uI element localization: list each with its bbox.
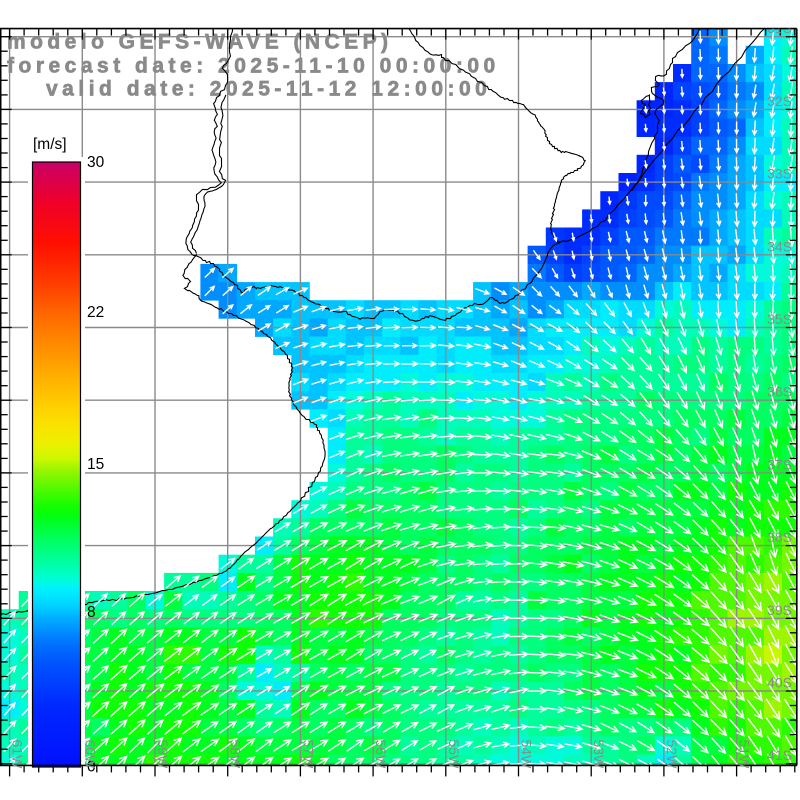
svg-text:56W: 56W — [373, 740, 389, 770]
svg-text:53W: 53W — [591, 740, 607, 770]
svg-text:39S: 39S — [767, 602, 792, 618]
svg-text:modelo GEFS-WAVE (NCEP): modelo GEFS-WAVE (NCEP) — [7, 31, 392, 54]
svg-text:34S: 34S — [767, 238, 792, 254]
svg-text:54W: 54W — [519, 740, 535, 770]
svg-text:[m/s]: [m/s] — [33, 136, 67, 153]
svg-text:0: 0 — [87, 759, 96, 776]
svg-text:33S: 33S — [767, 166, 792, 182]
svg-text:valid date: 2025-11-12 12:00:0: valid date: 2025-11-12 12:00:00 — [46, 77, 491, 100]
svg-text:40S: 40S — [767, 675, 792, 691]
svg-text:59W: 59W — [155, 740, 171, 770]
svg-text:58W: 58W — [228, 740, 244, 770]
svg-text:51W: 51W — [737, 740, 753, 770]
svg-text:forecast date: 2025-11-10 00:0: forecast date: 2025-11-10 00:00:00 — [7, 54, 500, 77]
svg-text:31S: 31S — [767, 20, 792, 36]
svg-text:37S: 37S — [767, 456, 792, 472]
svg-text:55W: 55W — [446, 740, 462, 770]
svg-text:30: 30 — [87, 154, 105, 171]
svg-text:15: 15 — [87, 456, 104, 473]
svg-text:41S: 41S — [767, 747, 792, 763]
svg-text:8: 8 — [87, 604, 96, 621]
svg-text:38S: 38S — [767, 529, 792, 545]
svg-text:35S: 35S — [767, 311, 792, 327]
svg-text:60W: 60W — [82, 740, 98, 770]
svg-text:36S: 36S — [767, 384, 792, 400]
svg-text:61W: 61W — [10, 740, 26, 770]
svg-text:57W: 57W — [300, 740, 316, 770]
svg-text:32S: 32S — [767, 93, 792, 109]
svg-text:52W: 52W — [664, 740, 680, 770]
svg-text:22: 22 — [87, 304, 104, 321]
